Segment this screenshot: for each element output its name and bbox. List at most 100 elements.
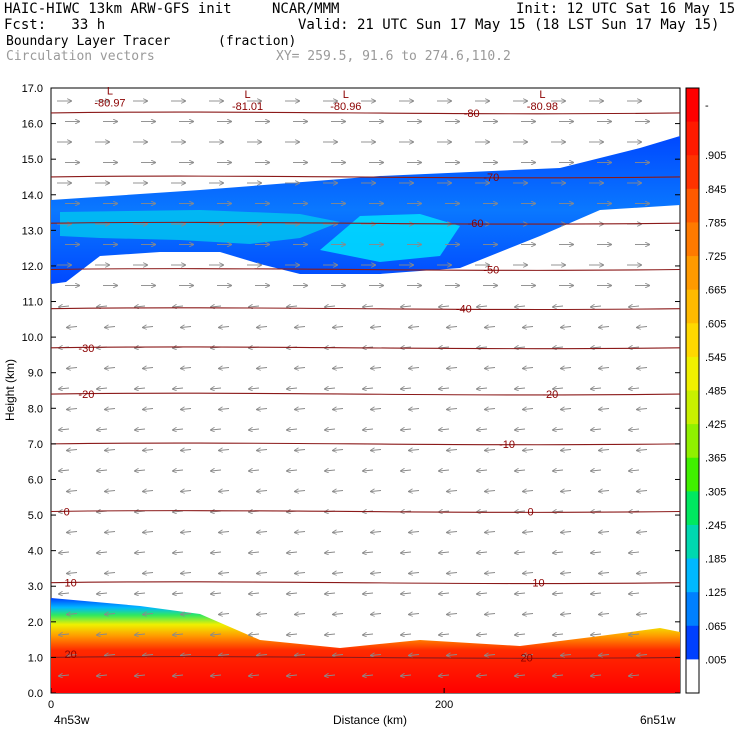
circulation-vector [295,573,306,574]
colorbar-swatch [686,558,699,593]
circulation-vector [59,470,70,471]
low-marker-symbol: L [245,89,251,101]
circulation-vector [363,593,374,594]
circulation-vector [515,306,526,307]
circulation-vector [553,675,564,676]
circulation-vector [219,491,230,492]
contour-line [50,442,681,446]
y-tick-label: 5.0 [28,510,43,522]
circulation-vectors [57,101,649,676]
circulation-vector [173,388,184,389]
contour-line [50,221,681,225]
circulation-vector [173,593,184,594]
circulation-vector [401,429,412,430]
header-line1-right: Init: 12 UTC Sat 16 May 15 [516,1,736,17]
colorbar-label: .545 [705,352,726,364]
y-tick-label: 0.0 [28,688,43,700]
circulation-vector [591,306,602,307]
circulation-vector [371,532,382,533]
colorbar-label: .125 [705,587,726,599]
circulation-vector [561,614,572,615]
circulation-vector [143,491,154,492]
circulation-vector [105,450,116,451]
circulation-vector [629,470,640,471]
circulation-vector [249,552,260,553]
circulation-vector [409,368,420,369]
tracer-shading [51,136,680,693]
circulation-vector [363,634,374,635]
circulation-vector [447,450,458,451]
circulation-vector [447,327,458,328]
circulation-vector [629,388,640,389]
circulation-vector [211,675,222,676]
colorbar-label: .725 [705,251,726,263]
circulation-vector [409,573,420,574]
circulation-vector [523,409,534,410]
circulation-vector [591,388,602,389]
low-marker-value: -80.98 [527,101,558,113]
circulation-vector [143,327,154,328]
colorbar-label: .845 [705,184,726,196]
colorbar-swatch [686,323,699,358]
circulation-vector [97,634,108,635]
circulation-vector [477,470,488,471]
circulation-vector [325,429,336,430]
circulation-vector [371,491,382,492]
circulation-vector [637,614,648,615]
circulation-vector [143,368,154,369]
circulation-vector [67,409,78,410]
circulation-vector [439,306,450,307]
circulation-vector [591,675,602,676]
circulation-vector [599,491,610,492]
circulation-vector [561,655,572,656]
circulation-vector [485,614,496,615]
circulation-vector [439,552,450,553]
circulation-vector [211,429,222,430]
circulation-vector [143,573,154,574]
circulation-vector [599,409,610,410]
colorbar-label: .365 [705,453,726,465]
y-tick-label: 16.0 [22,119,43,131]
circulation-vector [173,552,184,553]
circulation-vector [591,552,602,553]
contour-label: 20 [521,652,533,664]
circulation-vector [485,327,496,328]
contour-line [50,175,681,179]
circulation-vector [523,491,534,492]
circulation-vector [257,614,268,615]
circulation-vector [553,429,564,430]
circulation-vector [447,655,458,656]
x-axis: 0 200 [48,688,453,711]
circulation-vector [637,491,648,492]
colorbar-swatch [686,491,699,526]
circulation-vector [105,614,116,615]
circulation-vector [515,470,526,471]
circulation-vector [485,368,496,369]
circulation-vector [257,573,268,574]
contour-label: 0 [64,507,70,519]
circulation-vector [211,306,222,307]
circulation-vector [591,429,602,430]
contour-line [50,268,681,271]
low-marker-value: -80.96 [330,101,361,113]
circulation-vector [59,552,70,553]
contour-line [50,307,681,311]
circulation-vector [333,491,344,492]
colorbar-swatch [686,457,699,492]
low-marker-value: -80.97 [94,98,125,110]
circulation-vector [401,552,412,553]
circulation-vector [333,655,344,656]
circulation-vector [287,634,298,635]
y-tick-label: 2.0 [28,617,43,629]
colorbar-swatch [686,121,699,156]
contour-label: -40 [456,304,472,316]
circulation-vector [409,614,420,615]
circulation-vector [249,388,260,389]
circulation-vector [257,368,268,369]
circulation-vector [181,327,192,328]
colorbar-label: .185 [705,554,726,566]
circulation-vector [219,450,230,451]
colorbar-swatch [686,592,699,627]
circulation-vector [599,368,610,369]
